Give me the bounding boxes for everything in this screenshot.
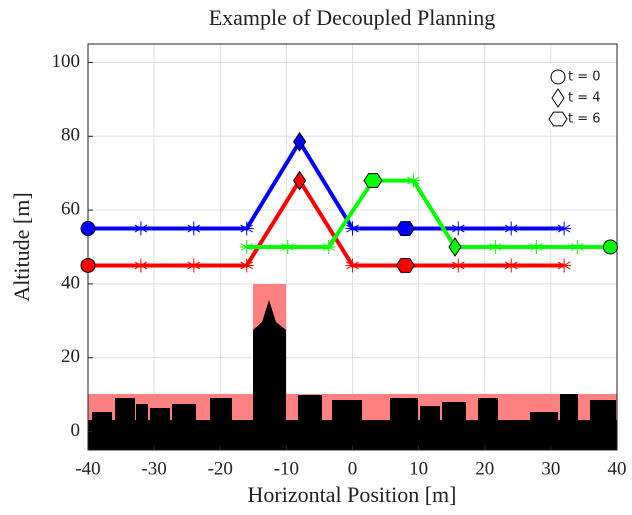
x-tick-label: 0 <box>348 458 358 479</box>
x-tick-label: -10 <box>274 458 299 479</box>
y-axis-label: Altitude [m] <box>9 192 34 301</box>
x-tick-label: 30 <box>541 458 560 479</box>
y-tick-label: 20 <box>61 346 80 367</box>
marker <box>186 258 201 273</box>
marker <box>550 69 566 85</box>
marker <box>80 257 96 273</box>
marker <box>321 240 336 254</box>
marker <box>570 240 585 254</box>
x-tick-label: -40 <box>75 458 100 479</box>
legend-label: t = 0 <box>568 70 601 85</box>
x-tick-label: 40 <box>608 458 627 479</box>
legend-label: t = 6 <box>568 112 601 127</box>
marker <box>557 258 572 273</box>
marker <box>133 258 148 273</box>
marker <box>280 240 295 254</box>
marker <box>239 221 254 236</box>
x-tick-label: -30 <box>141 458 166 479</box>
marker <box>80 221 96 237</box>
marker <box>557 221 572 236</box>
series-line <box>88 137 565 231</box>
y-tick-label: 40 <box>61 272 80 293</box>
series-line <box>246 178 611 249</box>
marker <box>292 170 307 191</box>
marker <box>451 258 466 273</box>
marker <box>292 131 307 152</box>
marker <box>551 88 565 108</box>
marker <box>448 237 462 257</box>
x-axis-label: Horizontal Position [m] <box>248 482 457 507</box>
marker <box>133 221 148 236</box>
chart-title: Example of Decoupled Planning <box>209 5 496 30</box>
marker <box>345 258 360 273</box>
marker <box>363 173 383 188</box>
marker <box>504 258 519 273</box>
y-tick-label: 100 <box>52 51 81 72</box>
marker <box>395 221 415 236</box>
x-tick-label: -20 <box>208 458 233 479</box>
y-tick-label: 80 <box>61 125 80 146</box>
y-tick-label: 0 <box>71 420 81 441</box>
legend-label: t = 4 <box>568 91 601 106</box>
marker <box>406 173 421 188</box>
marker <box>395 258 415 273</box>
series-line <box>88 176 565 268</box>
marker <box>548 111 568 127</box>
x-tick-label: 20 <box>475 458 494 479</box>
marker <box>239 258 254 273</box>
marker <box>239 240 254 254</box>
marker <box>504 221 519 236</box>
marker <box>602 239 618 255</box>
marker <box>451 221 466 236</box>
marker <box>345 221 360 236</box>
y-tick-label: 60 <box>61 198 80 219</box>
marker <box>186 221 201 236</box>
x-tick-label: 10 <box>409 458 428 479</box>
marker <box>488 240 503 254</box>
marker <box>529 240 544 254</box>
